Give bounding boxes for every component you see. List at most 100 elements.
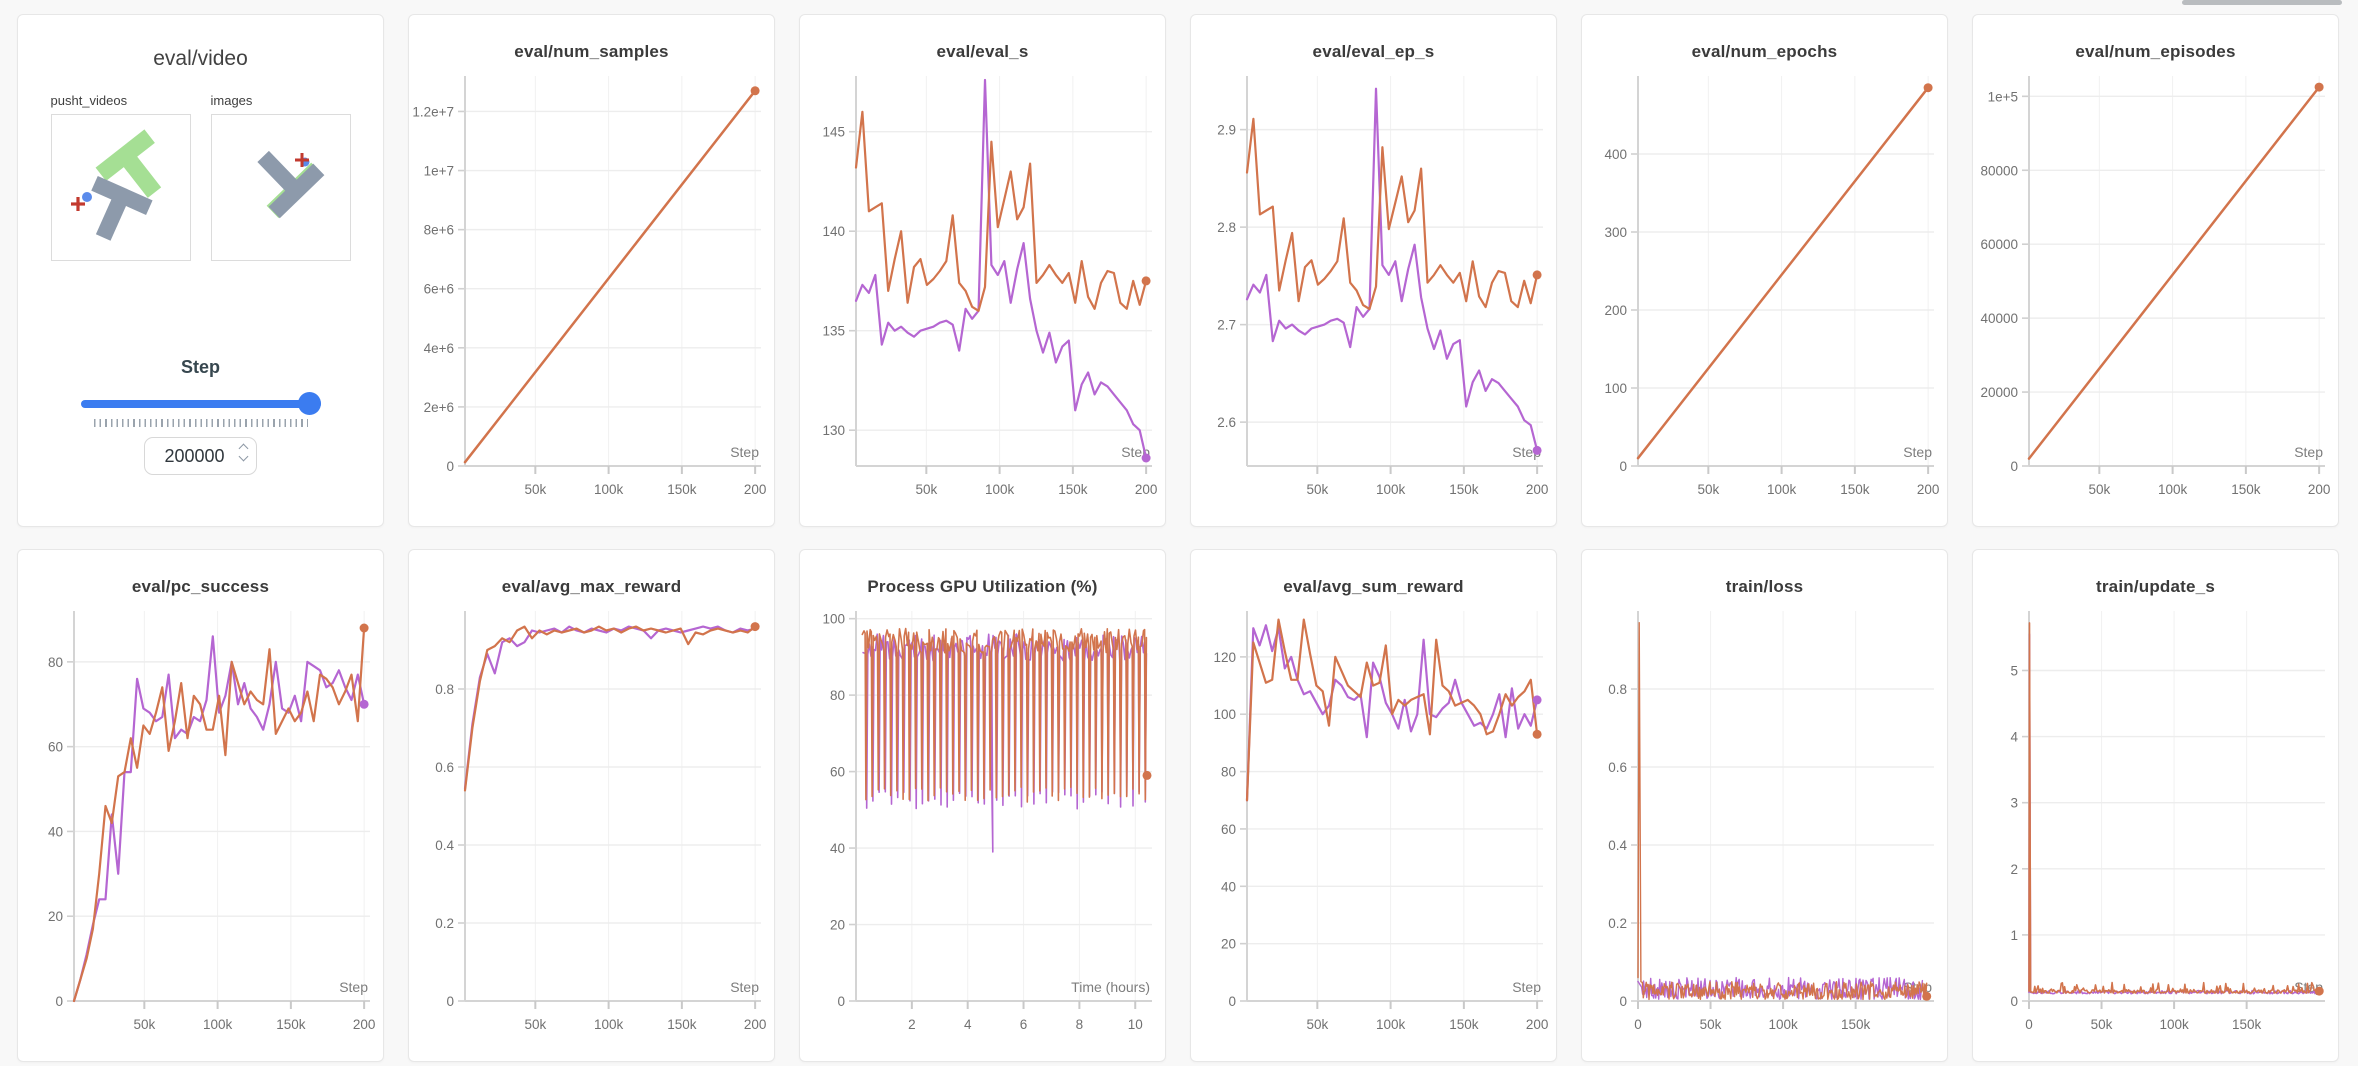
svg-text:0.2: 0.2	[1608, 916, 1627, 931]
step-decrement-chevron-down-icon[interactable]	[238, 451, 249, 462]
panel-title: train/update_s	[2096, 577, 2215, 596]
step-slider[interactable]	[80, 392, 321, 416]
svg-text:2.6: 2.6	[1217, 415, 1236, 430]
svg-text:0: 0	[1228, 994, 1236, 1009]
svg-text:150k: 150k	[1449, 482, 1479, 497]
panel-title: eval/eval_s	[936, 42, 1029, 61]
svg-text:150k: 150k	[1058, 482, 1088, 497]
svg-text:40000: 40000	[1980, 311, 2018, 326]
panel-eval-num-samples: eval/num_samples 0 2e+6 4e+6 6e+6 8e+6 1e+7 1.…	[408, 14, 775, 527]
svg-text:10: 10	[1128, 1017, 1143, 1032]
panel-title: eval/avg_max_reward	[501, 577, 682, 596]
svg-text:0: 0	[2010, 994, 2018, 1009]
svg-text:100k: 100k	[594, 482, 624, 497]
media-thumbnail-images[interactable]	[210, 114, 351, 261]
svg-text:120: 120	[1213, 650, 1236, 665]
svg-text:2: 2	[908, 1017, 916, 1032]
pusht-target-cross	[70, 197, 85, 211]
svg-text:150k: 150k	[276, 1017, 306, 1032]
svg-text:0.4: 0.4	[435, 838, 454, 853]
svg-text:Step: Step	[339, 979, 368, 995]
svg-text:0.6: 0.6	[435, 760, 454, 775]
gpu-utilization-chart[interactable]: 0 20 40 60 80 100 2 4 6 8 10 Time (hours)	[800, 603, 1165, 1045]
eval-num-samples-chart[interactable]: 0 2e+6 4e+6 6e+6 8e+6 1e+7 1.2e+7 50k 100k 150k 20…	[409, 68, 774, 510]
svg-text:200: 200	[1526, 1017, 1549, 1032]
svg-text:60: 60	[1221, 822, 1236, 837]
svg-text:100k: 100k	[2159, 1017, 2189, 1032]
panel-train-update-s: train/update_s 0 1 2 3 4 5 0 50k 100k 150k Step	[1972, 549, 2339, 1062]
panel-eval-eval-ep-s: eval/eval_ep_s 2.6 2.7 2.8 2.9 50k 100k 150k 20…	[1190, 14, 1557, 527]
svg-text:40: 40	[48, 824, 63, 839]
panel-title: eval/video	[153, 47, 248, 70]
eval-num-episodes-chart[interactable]: 0 20000 40000 60000 80000 1e+5 50k 100k 150k 200 S…	[1973, 68, 2338, 510]
pusht-video-frame	[70, 129, 161, 241]
panel-title: eval/avg_sum_reward	[1283, 577, 1464, 596]
panel-eval-avg-max-reward: eval/avg_max_reward 0 0.2 0.4 0.6 0.8 50k 100k…	[408, 549, 775, 1062]
svg-text:150k: 150k	[2232, 1017, 2262, 1032]
svg-text:0: 0	[1619, 459, 1627, 474]
svg-text:Step: Step	[2294, 444, 2323, 460]
svg-text:8: 8	[1076, 1017, 1084, 1032]
pusht-goal-t-shape	[95, 129, 161, 198]
svg-text:4: 4	[964, 1017, 972, 1032]
svg-text:200: 200	[1526, 482, 1549, 497]
svg-text:400: 400	[1604, 147, 1627, 162]
svg-text:100k: 100k	[1376, 482, 1406, 497]
svg-text:200: 200	[2308, 482, 2331, 497]
svg-text:100: 100	[1604, 381, 1627, 396]
svg-text:200: 200	[1604, 303, 1627, 318]
svg-text:0: 0	[2025, 1017, 2033, 1032]
panel-title: eval/num_samples	[514, 42, 669, 61]
svg-text:1: 1	[2010, 928, 2018, 943]
panel-title: train/loss	[1725, 577, 1804, 596]
svg-text:145: 145	[822, 125, 845, 140]
eval-num-epochs-chart[interactable]: 0 100 200 300 400 50k 100k 150k 200 Step	[1582, 68, 1947, 510]
step-value-input[interactable]: 200000	[144, 437, 257, 475]
svg-text:50k: 50k	[1697, 482, 1719, 497]
svg-text:40: 40	[1221, 879, 1236, 894]
step-slider-thumb[interactable]	[297, 392, 321, 415]
images-target-cross	[294, 153, 309, 167]
panel-title: Process GPU Utilization (%)	[867, 577, 1098, 596]
svg-text:100k: 100k	[1768, 1017, 1798, 1032]
step-slider-ruler	[93, 419, 308, 427]
svg-text:135: 135	[822, 324, 845, 339]
svg-text:100k: 100k	[203, 1017, 233, 1032]
svg-text:3: 3	[2010, 796, 2018, 811]
svg-text:Step: Step	[1512, 979, 1541, 995]
eval-avg-max-reward-chart[interactable]: 0 0.2 0.4 0.6 0.8 50k 100k 150k 200 Step	[409, 603, 774, 1045]
svg-text:50k: 50k	[915, 482, 937, 497]
svg-text:1.2e+7: 1.2e+7	[412, 104, 454, 119]
horizontal-scrollbar-thumb[interactable]	[2182, 0, 2342, 5]
svg-text:140: 140	[822, 224, 845, 239]
svg-text:0.6: 0.6	[1608, 760, 1627, 775]
step-slider-track[interactable]	[80, 400, 321, 408]
svg-text:4: 4	[2010, 730, 2018, 745]
svg-text:200: 200	[1917, 482, 1940, 497]
images-frame	[256, 150, 324, 219]
media-thumbnail-pusht-videos[interactable]	[50, 114, 191, 261]
svg-text:300: 300	[1604, 225, 1627, 240]
svg-text:20000: 20000	[1980, 385, 2018, 400]
svg-text:0: 0	[1619, 994, 1627, 1009]
eval-pc-success-chart[interactable]: 0 20 40 60 80 50k 100k 150k 200 Step	[18, 603, 383, 1045]
svg-text:60: 60	[830, 765, 845, 780]
svg-text:20: 20	[830, 918, 845, 933]
svg-text:2e+6: 2e+6	[424, 400, 454, 415]
svg-text:100: 100	[822, 612, 845, 627]
svg-text:60: 60	[48, 740, 63, 755]
svg-text:150k: 150k	[2231, 482, 2261, 497]
panel-eval-num-epochs: eval/num_epochs 0 100 200 300 400 50k 100k 150k…	[1581, 14, 1948, 527]
svg-text:100k: 100k	[594, 1017, 624, 1032]
svg-text:100k: 100k	[985, 482, 1015, 497]
eval-avg-sum-reward-chart[interactable]: 0 20 40 60 80 100 120 50k 100k 150k 200 Step	[1191, 603, 1556, 1045]
svg-text:100k: 100k	[1767, 482, 1797, 497]
panel-title: eval/num_episodes	[2075, 42, 2236, 61]
svg-text:100k: 100k	[2158, 482, 2188, 497]
svg-text:0: 0	[837, 994, 845, 1009]
pusht-block-t-shape	[90, 175, 153, 241]
